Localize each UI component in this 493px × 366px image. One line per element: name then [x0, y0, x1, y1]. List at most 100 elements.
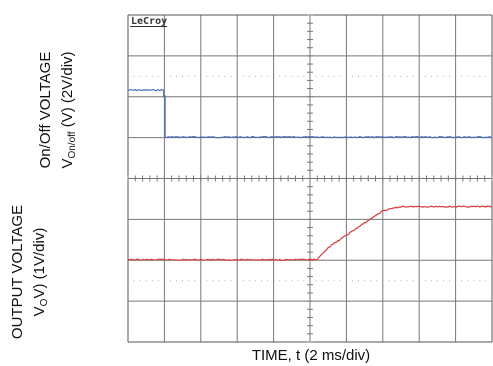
grid-dot: [285, 75, 287, 77]
grid-dot: [321, 75, 323, 77]
grid-dot: [388, 75, 390, 77]
grid-dot: [412, 75, 414, 77]
grid-dot: [212, 280, 214, 282]
grid-dot: [412, 280, 414, 282]
grid-dot: [230, 280, 232, 282]
grid-dot: [176, 75, 177, 77]
grid-dot: [139, 280, 141, 282]
grid-dot: [358, 75, 359, 77]
grid-dot: [279, 75, 281, 77]
grid-dot: [461, 280, 463, 282]
on-off-v-unit: (V) (2V/div): [59, 51, 76, 131]
oscilloscope-grid: [127, 14, 493, 343]
grid-dot: [212, 75, 214, 77]
grid-dot: [352, 75, 353, 77]
grid-dot: [297, 280, 299, 282]
output-voltage-label: OUTPUT VOLTAGE: [9, 205, 26, 339]
grid-dot: [394, 75, 396, 77]
grid-dot: [485, 75, 487, 77]
grid-dot: [291, 280, 293, 282]
output-voltage-trace: [127, 205, 493, 262]
grid-dot: [321, 280, 323, 282]
grid-dot: [133, 280, 135, 282]
grid-dot: [394, 280, 396, 282]
grid-dot: [339, 280, 341, 282]
grid-dot: [254, 75, 256, 77]
grid-dot: [449, 280, 450, 282]
grid-dot: [218, 75, 220, 77]
waveform-traces: [127, 88, 493, 262]
grid-dot: [436, 75, 438, 77]
grid-dot: [218, 280, 220, 282]
grid-dot: [206, 75, 208, 77]
grid-dot: [479, 280, 481, 282]
grid-dot: [194, 280, 196, 282]
grid-dot: [461, 75, 463, 77]
grid-dot: [261, 75, 262, 77]
out-v-subscript: O: [39, 298, 50, 306]
grid-dot: [242, 75, 244, 77]
grid-dot: [327, 280, 329, 282]
grid-dot: [176, 280, 177, 282]
grid-dot: [182, 75, 184, 77]
x-axis-label: TIME, t (2 ms/div): [252, 347, 370, 364]
grid-dot: [224, 75, 226, 77]
grid-dot: [406, 75, 408, 77]
grid-dot: [157, 280, 159, 282]
grid-dot: [188, 280, 190, 282]
grid-dot: [206, 280, 208, 282]
on-off-voltage-trace: [127, 88, 493, 139]
grid-dot: [479, 75, 481, 77]
grid-dot: [248, 75, 250, 77]
grid-dot: [145, 75, 147, 77]
grid-dot: [388, 280, 390, 282]
grid-dot: [424, 280, 426, 282]
grid-dot: [254, 280, 256, 282]
grid-dot: [188, 75, 190, 77]
grid-dot: [424, 75, 426, 77]
grid-dot: [151, 280, 153, 282]
grid-dot: [315, 280, 317, 282]
grid-dot: [406, 280, 408, 282]
grid-dot: [473, 75, 475, 77]
grid-dot: [303, 75, 305, 77]
grid-dot: [145, 280, 147, 282]
grid-dot: [267, 280, 268, 282]
grid-dot: [443, 280, 444, 282]
grid-dot: [473, 280, 475, 282]
grid-dot: [370, 75, 372, 77]
grid-dot: [230, 75, 232, 77]
grid-dot: [364, 280, 366, 282]
grid-dot: [291, 75, 293, 77]
grid-dot: [436, 280, 438, 282]
grid-dot: [430, 280, 432, 282]
grid-dot: [261, 280, 262, 282]
grid-dot: [297, 75, 299, 77]
out-v: V: [31, 306, 48, 316]
grid-dot: [170, 280, 171, 282]
grid-dot: [248, 280, 250, 282]
grid-dot: [242, 280, 244, 282]
grid-dot: [339, 75, 341, 77]
grid-dot: [467, 280, 469, 282]
on-off-voltage-label: On/Off VOLTAGE: [37, 52, 54, 169]
grid-dot: [443, 75, 444, 77]
grid-dot: [327, 75, 329, 77]
grid-dot: [303, 280, 305, 282]
grid-dot: [333, 75, 335, 77]
grid-dot: [400, 75, 402, 77]
grid-dot: [151, 75, 153, 77]
grid-dot: [370, 280, 372, 282]
grid-dot: [376, 75, 378, 77]
out-v-unit: V) (1V/div): [31, 228, 48, 299]
grid-dot: [139, 75, 141, 77]
grid-dot: [430, 75, 432, 77]
grid-dot: [194, 75, 196, 77]
grid-dot: [400, 280, 402, 282]
grid-dot: [267, 75, 268, 77]
grid-dot: [133, 75, 135, 77]
grid-dot: [170, 75, 171, 77]
grid-dot: [467, 75, 469, 77]
grid-dot: [364, 75, 366, 77]
grid-dot: [352, 280, 353, 282]
